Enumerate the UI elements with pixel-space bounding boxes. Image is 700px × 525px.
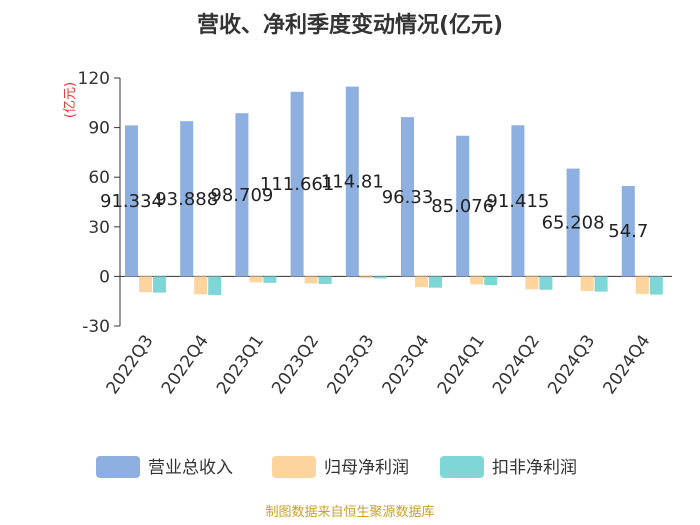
y-tick-label: -30 — [82, 317, 110, 337]
x-tick-label-2024Q4: 2024Q4 — [599, 331, 654, 398]
data-label-2024Q3: 65.208 — [542, 212, 605, 233]
bar-3-2024Q2 — [539, 276, 553, 290]
bar-3-2023Q2 — [318, 276, 332, 285]
bar-1-2023Q1 — [235, 113, 249, 277]
data-label-2024Q1: 85.076 — [431, 196, 494, 217]
bar-1-2023Q2 — [290, 91, 304, 277]
x-tick-labels: 2022Q3 2022Q4 2023Q1 2023Q2 2023Q3 2023Q4 2024… — [103, 331, 655, 398]
bar-2-2024Q4 — [635, 276, 649, 294]
legend-label-2: 归母净利润 — [324, 458, 409, 478]
bar-3-2024Q4 — [649, 276, 663, 295]
y-tick-label: 0 — [99, 267, 110, 287]
x-tick-label-2023Q2: 2023Q2 — [268, 331, 323, 398]
legend: 营业总收入 归母净利润 扣非净利润 — [96, 456, 577, 478]
bar-1-2022Q3 — [125, 125, 138, 277]
chart-title: 营收、净利季度变动情况(亿元) — [197, 12, 503, 38]
bar-2-2024Q1 — [470, 276, 484, 285]
x-tick-label-2023Q1: 2023Q1 — [213, 331, 268, 398]
data-label-2023Q3: 114.81 — [321, 171, 384, 192]
data-labels: 91.33493.88898.709111.661114.8196.3385.0… — [100, 171, 648, 242]
x-tick-label-2024Q1: 2024Q1 — [434, 331, 489, 398]
bar-2-2023Q1 — [249, 276, 263, 283]
bar-1-2023Q4 — [401, 117, 414, 277]
bar-3-2023Q3 — [373, 276, 387, 279]
x-tick-label-2024Q2: 2024Q2 — [489, 331, 544, 398]
bar-2-2022Q3 — [139, 276, 152, 293]
legend-label-3: 扣非净利润 — [492, 458, 577, 478]
y-axis-label: (亿元) — [63, 82, 78, 118]
data-label-2022Q3: 91.334 — [100, 191, 163, 212]
bar-3-2023Q1 — [263, 276, 277, 283]
data-label-2023Q4: 96.33 — [382, 187, 434, 208]
bar-1-2023Q3 — [345, 86, 359, 277]
y-tick-label: 60 — [88, 168, 110, 188]
legend-label-1: 营业总收入 — [148, 458, 233, 478]
bar-1-2024Q4 — [621, 185, 635, 277]
bar-1-2024Q2 — [511, 125, 525, 277]
bar-3-2024Q1 — [484, 276, 498, 285]
source-note: 制图数据来自恒生聚源数据库 — [265, 504, 434, 520]
bar-1-2024Q3 — [566, 168, 580, 277]
bar-1-2024Q1 — [456, 135, 470, 277]
bar-2-2023Q3 — [359, 276, 373, 279]
x-tick-label-2023Q3: 2023Q3 — [323, 331, 378, 398]
data-label-2023Q2: 111.661 — [260, 174, 334, 195]
legend-swatch-1 — [96, 456, 140, 478]
bars — [125, 86, 663, 295]
bar-2-2023Q2 — [304, 276, 318, 284]
data-label-2024Q2: 91.415 — [486, 191, 549, 212]
bar-1-2022Q4 — [180, 121, 194, 277]
y-tick-label: 30 — [88, 218, 110, 238]
bar-2-2024Q2 — [525, 276, 539, 290]
x-tick-label-2022Q4: 2022Q4 — [158, 331, 213, 398]
bar-2-2024Q3 — [580, 276, 594, 291]
legend-swatch-3 — [440, 456, 484, 478]
bar-2-2022Q4 — [194, 276, 208, 295]
x-tick-label-2023Q4: 2023Q4 — [379, 331, 434, 398]
bar-3-2022Q3 — [153, 276, 166, 293]
x-tick-label-2022Q3: 2022Q3 — [103, 331, 158, 398]
x-tick-label-2024Q3: 2024Q3 — [544, 331, 599, 398]
bar-3-2024Q3 — [594, 276, 608, 292]
data-label-2022Q4: 93.888 — [155, 189, 218, 210]
legend-swatch-2 — [272, 456, 316, 478]
bar-3-2023Q4 — [429, 276, 442, 288]
data-label-2023Q1: 98.709 — [210, 185, 273, 206]
y-tick-label: 120 — [78, 69, 110, 89]
bar-3-2022Q4 — [208, 276, 222, 295]
data-label-2024Q4: 54.7 — [608, 221, 648, 242]
y-tick-label: 90 — [88, 119, 110, 139]
bar-2-2023Q4 — [415, 276, 428, 288]
